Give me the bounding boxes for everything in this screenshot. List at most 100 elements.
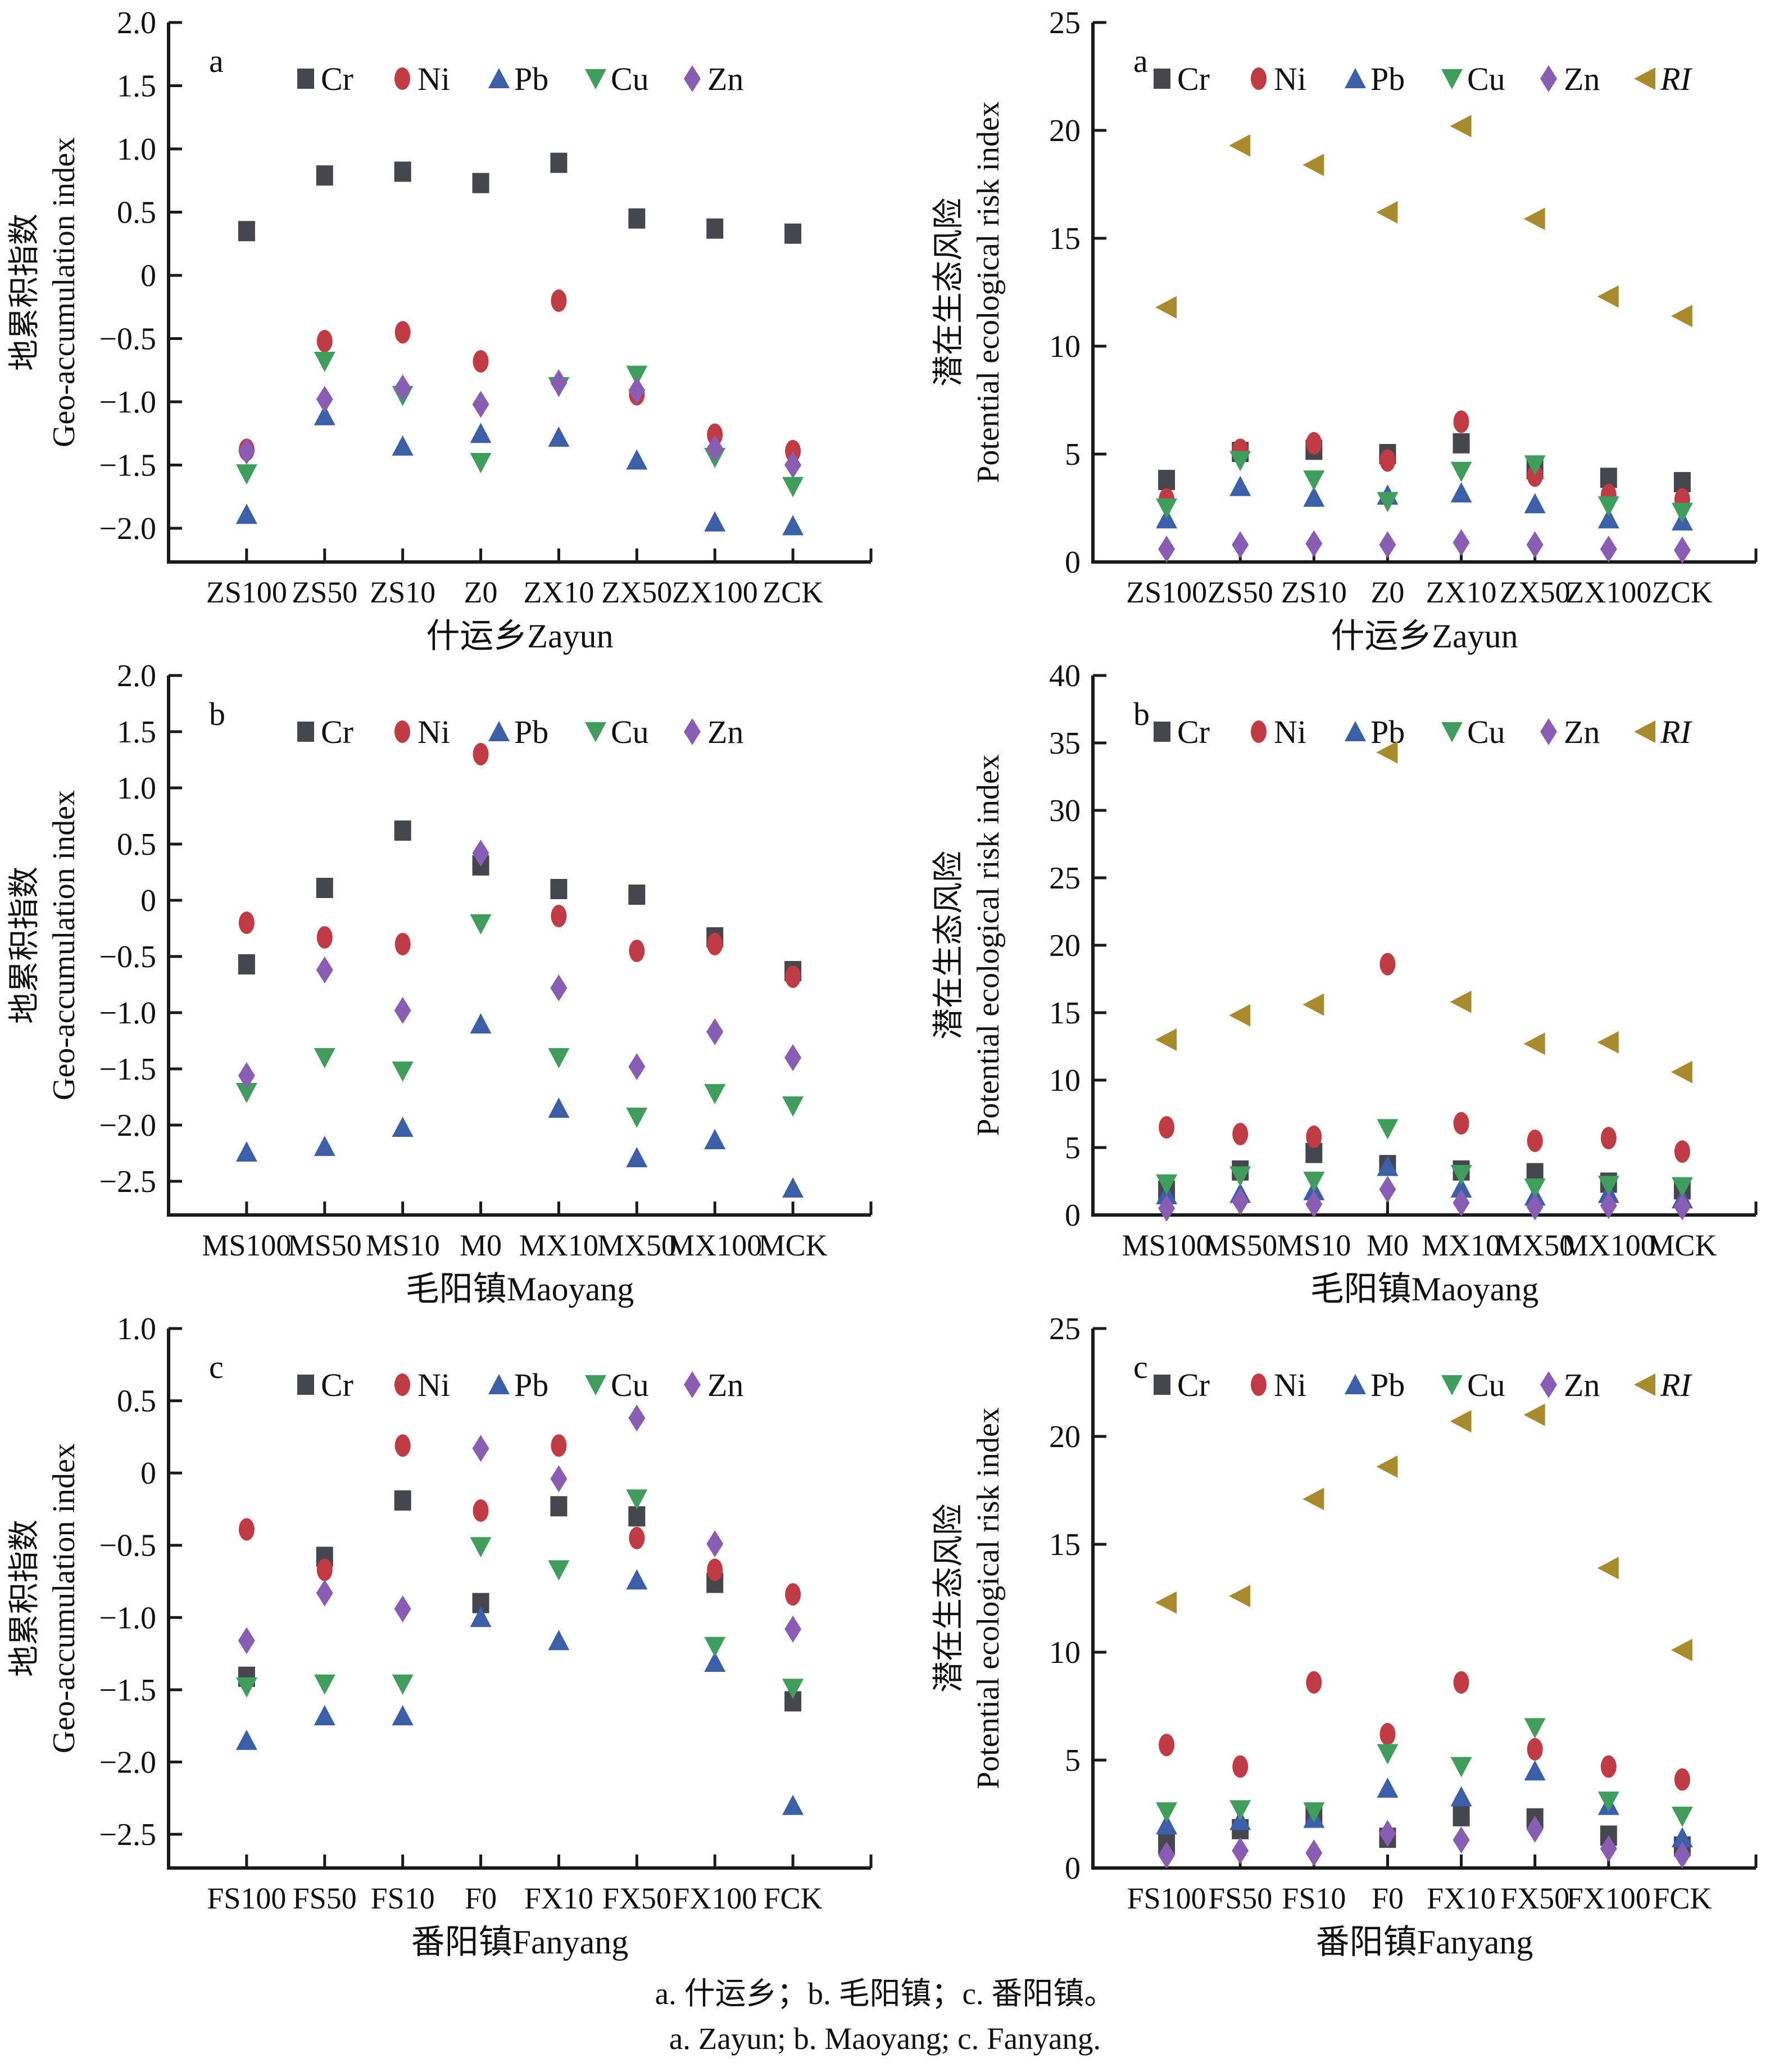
y-axis-ticks: 0 5 10 15 20 25 <box>1049 1312 1106 1886</box>
y-tick-label: 0 <box>1065 545 1081 580</box>
y-tick-label: −1.5 <box>99 1052 156 1087</box>
legend-label-Pb: Pb <box>514 1367 548 1403</box>
chart-peri-zayun: 0 5 10 15 20 25 ZS100 ZS50 ZS10 Z0 ZX10 ZX50 ZX100 ZC… <box>885 0 1770 655</box>
legend-label-Zn: Zn <box>707 714 743 750</box>
y-tick-label: 0 <box>140 259 156 293</box>
series-Ni <box>238 289 801 463</box>
y-axis-title-cn: 地累积指数 <box>7 867 42 1024</box>
legend-label-Cu: Cu <box>611 1367 649 1403</box>
legend-label-Cu: Cu <box>611 61 649 97</box>
series-Cu <box>235 914 804 1128</box>
series-Cu <box>1156 1718 1693 1827</box>
x-tick-label: ZS50 <box>292 575 357 609</box>
series-Cr <box>238 820 802 981</box>
x-tick-label: MS10 <box>366 1228 440 1262</box>
x-tick-label: MS50 <box>1203 1228 1277 1262</box>
y-tick-label: 0 <box>140 1456 156 1491</box>
series-RI <box>1155 741 1692 1083</box>
y-tick-label: 0 <box>1065 1851 1081 1886</box>
x-axis-title: 番阳镇Fanyang <box>1316 1924 1533 1961</box>
x-tick-label: FS100 <box>1127 1881 1206 1915</box>
legend: Cr Ni Pb Cu Zn <box>297 61 743 97</box>
y-tick-label: 25 <box>1049 861 1081 896</box>
y-axis-ticks: 0 5 10 15 20 25 <box>1049 6 1106 580</box>
x-axis-title: 毛阳镇Maoyang <box>1310 1271 1539 1308</box>
legend-label-Zn: Zn <box>707 61 743 97</box>
legend-label-Pb: Pb <box>514 714 548 750</box>
x-tick-label: ZX50 <box>1500 575 1571 609</box>
x-tick-label: ZS10 <box>1281 575 1347 609</box>
y-tick-label: 1.5 <box>117 715 156 750</box>
series-RI <box>1155 115 1692 328</box>
x-tick-label: ZX100 <box>1565 575 1651 609</box>
x-tick-label: MX10 <box>1422 1228 1501 1262</box>
y-tick-label: −1.0 <box>99 1601 156 1635</box>
chart-igeo-zayun: −2.0 −1.5 −1.0 −0.5 0 0.5 1.0 1.5 2.0 ZS100 ZS50 ZS… <box>0 0 885 655</box>
x-tick-label: ZS100 <box>206 575 287 609</box>
series-Zn <box>1158 529 1691 564</box>
y-tick-label: −1.5 <box>99 1673 156 1708</box>
panel-letter: c <box>209 1349 224 1385</box>
x-tick-label: MS10 <box>1277 1228 1351 1262</box>
y-axis-title-en: Geo-accumulation index <box>47 1443 81 1753</box>
legend-label-Pb: Pb <box>1370 714 1405 750</box>
series-Pb <box>235 1569 804 1815</box>
y-tick-label: 1.0 <box>117 132 156 167</box>
series-Zn <box>238 369 802 479</box>
y-axis-title-en: Geo-accumulation index <box>47 137 81 447</box>
axes <box>167 22 873 564</box>
x-tick-label: FX10 <box>524 1881 593 1915</box>
y-tick-label: 0 <box>140 883 156 918</box>
x-tick-label: Z0 <box>1370 575 1404 609</box>
series-Pb <box>235 405 804 536</box>
y-tick-label: 25 <box>1049 6 1081 40</box>
x-tick-label: MS50 <box>288 1228 362 1262</box>
legend-label-Ni: Ni <box>1274 61 1306 97</box>
y-tick-label: 15 <box>1049 996 1081 1031</box>
legend-label-Zn: Zn <box>1564 714 1600 750</box>
legend-label-Zn: Zn <box>707 1367 743 1403</box>
legend: Cr Ni Pb Cu Zn RI <box>1154 714 1692 750</box>
x-tick-label: MCK <box>1648 1228 1717 1262</box>
legend-label-Cr: Cr <box>321 714 353 750</box>
y-axis-title-cn: 潜在生态风险 <box>932 1504 966 1693</box>
panel-letter: b <box>209 696 225 732</box>
legend-label-Ni: Ni <box>417 714 450 750</box>
legend: Cr Ni Pb Cu Zn RI <box>1154 1367 1692 1403</box>
panel-letter: b <box>1133 696 1150 732</box>
chart-igeo-maoyang: −2.5 −2.0 −1.5 −1.0 −0.5 0 0.5 1.0 1.5 2.0 MS100 MS… <box>0 653 885 1308</box>
legend-label-Cr: Cr <box>1177 61 1210 97</box>
y-tick-label: 5 <box>1065 437 1081 472</box>
legend: Cr Ni Pb Cu Zn <box>297 714 743 750</box>
legend-label-RI: RI <box>1660 1367 1692 1403</box>
x-tick-label: FCK <box>764 1881 823 1915</box>
series-Cu <box>1156 451 1693 523</box>
y-tick-label: 2.0 <box>117 6 156 40</box>
series-RI <box>1155 1403 1692 1662</box>
x-tick-label: FS100 <box>207 1881 286 1915</box>
y-tick-label: −2.0 <box>99 511 156 546</box>
y-axis-ticks: −2.5 −2.0 −1.5 −1.0 −0.5 0 0.5 1.0 <box>99 1312 182 1852</box>
series-Zn <box>238 1404 802 1654</box>
legend-label-Cr: Cr <box>1177 1367 1210 1403</box>
y-tick-label: 0.5 <box>117 827 156 862</box>
y-axis-title-en: Geo-accumulation index <box>47 790 81 1100</box>
y-tick-label: 5 <box>1065 1743 1081 1778</box>
axes <box>1091 675 1758 1217</box>
legend-label-Pb: Pb <box>514 61 548 97</box>
y-tick-label: 1.5 <box>117 69 156 104</box>
y-tick-label: 40 <box>1049 659 1081 693</box>
caption-line-en: a. Zayun; b. Maoyang; c. Fanyang. <box>669 2021 1101 2056</box>
y-tick-label: 15 <box>1049 1527 1081 1562</box>
y-tick-label: 30 <box>1049 794 1081 828</box>
y-axis-ticks: −2.0 −1.5 −1.0 −0.5 0 0.5 1.0 1.5 2.0 <box>99 6 182 546</box>
x-tick-label: MX100 <box>1562 1228 1656 1262</box>
y-tick-label: 1.0 <box>117 1312 156 1346</box>
x-tick-label: ZCK <box>1652 575 1713 609</box>
x-tick-label: ZX100 <box>672 575 758 609</box>
legend-label-Cu: Cu <box>1467 61 1505 97</box>
